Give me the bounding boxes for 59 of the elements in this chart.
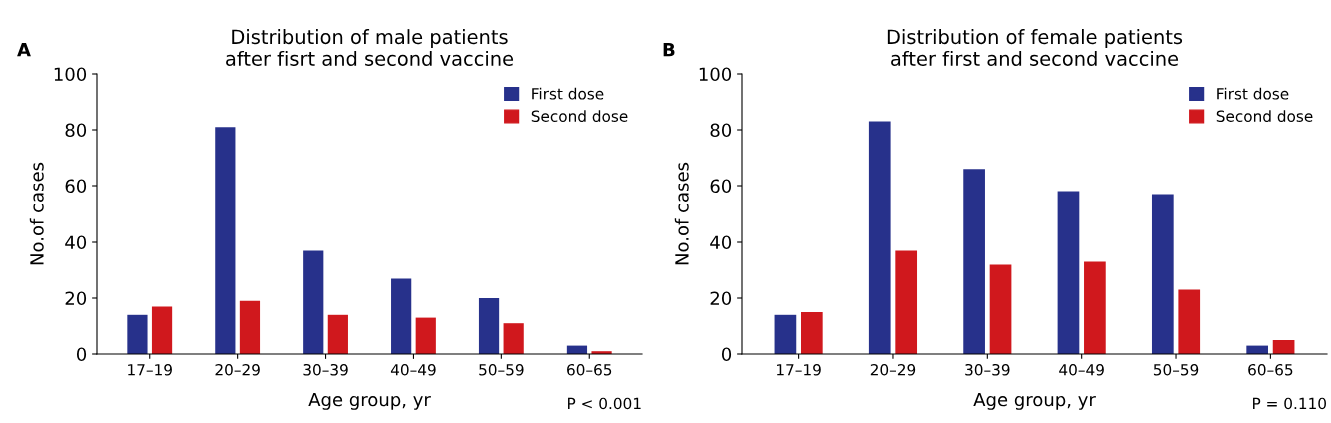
y-axis-title: No.of cases <box>29 162 44 265</box>
bar <box>303 250 324 354</box>
x-tick-label: 50–59 <box>1153 363 1199 376</box>
x-tick-label: 30–39 <box>303 363 348 376</box>
x-tick-label: 60–65 <box>1248 363 1293 376</box>
bar <box>774 314 797 354</box>
bar <box>415 317 436 354</box>
bar <box>963 169 985 354</box>
x-tick-label: 60–65 <box>567 363 612 376</box>
bar <box>1272 340 1295 354</box>
y-tick-label: 40 <box>65 235 87 250</box>
text: A <box>17 43 31 57</box>
bar <box>800 312 823 354</box>
x-tick-label: 50–59 <box>479 363 524 376</box>
legend-label: First dose <box>1217 87 1289 100</box>
bar <box>215 127 236 354</box>
x-tick-label: 40–49 <box>390 363 436 376</box>
bar <box>1084 261 1106 354</box>
y-tick-label: 60 <box>710 179 732 194</box>
y-tick-label: 40 <box>710 235 732 250</box>
bar <box>503 323 524 354</box>
legend-label: Second dose <box>531 110 628 123</box>
bar <box>868 121 891 354</box>
bar <box>1057 191 1080 354</box>
bar <box>391 278 412 354</box>
x-tick-label: 17–19 <box>128 363 172 376</box>
bar <box>127 314 148 354</box>
y-axis-title: No.of cases <box>674 162 689 265</box>
x-tick-label: 40–49 <box>1059 363 1104 376</box>
x-axis-title: Age group, yr <box>308 392 431 410</box>
bar <box>478 298 500 354</box>
y-tick-label: 0 <box>721 347 732 362</box>
x-tick-label: 30–39 <box>965 363 1010 376</box>
y-tick-label: 20 <box>65 291 87 306</box>
y-tick-label: 20 <box>710 291 732 306</box>
y-tick-label: 100 <box>54 67 87 82</box>
bar <box>1151 194 1174 354</box>
y-tick-label: 80 <box>710 123 732 138</box>
x-tick-label: 20–29 <box>870 363 916 376</box>
bar <box>1178 289 1201 354</box>
text: P < 0.001 <box>568 397 641 410</box>
bar <box>989 264 1012 354</box>
legend-label: First dose <box>532 87 604 100</box>
x-tick-label: 17–19 <box>777 363 821 376</box>
y-tick-label: 100 <box>699 67 732 82</box>
text: B <box>663 43 675 57</box>
x-axis-title: Age group, yr <box>973 392 1096 410</box>
y-tick-label: 60 <box>65 179 87 194</box>
x-tick-label: 20–29 <box>215 363 260 376</box>
bar <box>327 314 348 354</box>
bar <box>239 300 261 354</box>
bar <box>151 306 173 354</box>
bar <box>895 250 918 354</box>
legend-label: Second dose <box>1216 110 1313 123</box>
text: P = 0.110 <box>1253 397 1326 410</box>
y-tick-label: 0 <box>76 347 87 362</box>
chart-title: Distribution of male patients after fisrt and second vaccine <box>226 29 514 66</box>
chart-title: Distribution of female patients after first and second vaccine <box>887 29 1183 66</box>
y-tick-label: 80 <box>65 123 87 138</box>
